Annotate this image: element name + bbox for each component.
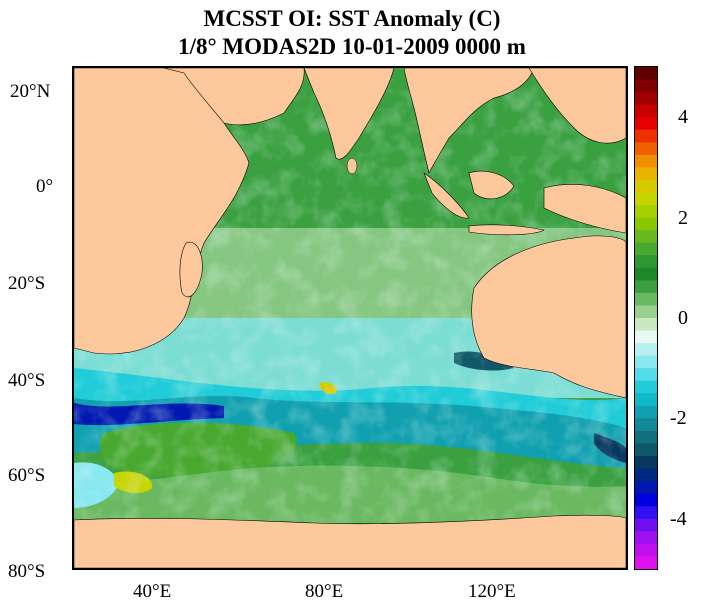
colorbar-swatch [635,343,657,357]
colorbar-swatch [635,518,657,532]
colorbar-swatch [635,255,657,269]
colorbar-swatch [635,267,657,281]
colorbar-swatch [635,493,657,507]
sst-anomaly-map [72,66,628,570]
colorbar-swatch [635,330,657,344]
colorbar-tick-4: 4 [678,106,688,128]
colorbar-swatch [635,543,657,557]
colorbar-swatch [635,380,657,394]
colorbar-swatch [635,305,657,319]
colorbar-swatch [635,104,657,118]
colorbar-swatch [635,318,657,332]
colorbar-swatch [635,142,657,156]
land-java [468,224,545,236]
colorbar-swatch [635,117,657,131]
lat-label-40s: 40°S [8,370,46,391]
colorbar-tick-neg2: -2 [670,407,687,429]
colorbar [634,66,658,570]
land-sri-lanka [346,157,358,175]
land-sumatra [423,172,470,219]
colorbar-swatch [635,468,657,482]
colorbar-swatch [635,292,657,306]
colorbar-tick-0: 0 [678,307,688,329]
colorbar-swatch [635,67,657,81]
colorbar-swatch [635,355,657,369]
land-philippines-region [528,68,626,144]
colorbar-swatch [635,205,657,219]
colorbar-swatch [635,79,657,93]
colorbar-swatch [635,368,657,382]
land-madagascar [179,241,203,298]
colorbar-swatch [635,556,657,569]
land-new-guinea [543,184,626,234]
lon-label-80e: 80°E [305,581,344,602]
colorbar-swatch [635,92,657,106]
colorbar-swatch [635,481,657,495]
colorbar-swatch [635,167,657,181]
colorbar-swatch [635,280,657,294]
lat-label-60s: 60°S [8,465,46,486]
map-title-line-2: 1/8° MODAS2D 10-01-2009 0000 m [178,34,526,59]
colorbar-swatch [635,192,657,206]
land-india [303,68,395,160]
lat-label-0: 0° [36,176,54,197]
colorbar-swatch [635,230,657,244]
land-australia [471,235,626,399]
sst-anomaly-map-svg [74,68,626,568]
colorbar-swatch [635,393,657,407]
colorbar-swatch [635,129,657,143]
colorbar-swatches [635,67,657,569]
lon-label-40e: 40°E [133,581,172,602]
colorbar-tick-neg4: -4 [670,508,687,530]
colorbar-tick-2: 2 [678,207,688,229]
colorbar-swatch [635,506,657,520]
colorbar-swatch [635,430,657,444]
colorbar-swatch [635,154,657,168]
colorbar-swatch [635,179,657,193]
colorbar-swatch [635,456,657,470]
lat-label-20s: 20°S [8,273,46,294]
map-title-line-1: MCSST OI: SST Anomaly (C) [203,6,501,31]
colorbar-swatch [635,242,657,256]
lat-label-80s: 80°S [8,561,46,582]
colorbar-swatch [635,418,657,432]
colorbar-swatch [635,531,657,545]
colorbar-swatch [635,443,657,457]
land-southeast-asia [403,68,535,174]
colorbar-swatch [635,405,657,419]
colorbar-swatch [635,217,657,231]
lon-label-120e: 120°E [468,581,516,602]
land-borneo [468,170,515,200]
land-antarctica [74,514,626,568]
lat-label-20n: 20°N [10,81,51,102]
land-arabia [163,68,305,126]
